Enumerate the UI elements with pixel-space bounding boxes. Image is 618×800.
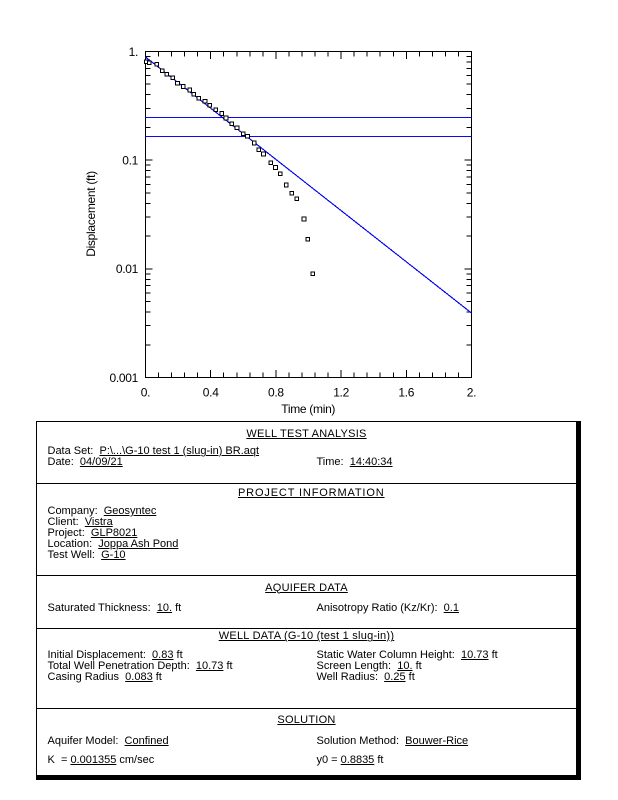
- svg-text:1.2: 1.2: [333, 385, 349, 399]
- svg-text:0.01: 0.01: [116, 262, 139, 276]
- svg-text:0.8: 0.8: [268, 385, 284, 399]
- svg-text:0.: 0.: [141, 385, 150, 399]
- svg-text:0.4: 0.4: [203, 385, 219, 399]
- svg-text:0.001: 0.001: [109, 371, 138, 385]
- svg-text:2.: 2.: [467, 385, 476, 399]
- svg-text:Displacement (ft): Displacement (ft): [84, 171, 98, 257]
- svg-text:1.6: 1.6: [398, 385, 414, 399]
- svg-text:0.1: 0.1: [122, 154, 138, 168]
- svg-text:1.: 1.: [129, 45, 138, 59]
- svg-text:Time (min): Time (min): [281, 402, 335, 416]
